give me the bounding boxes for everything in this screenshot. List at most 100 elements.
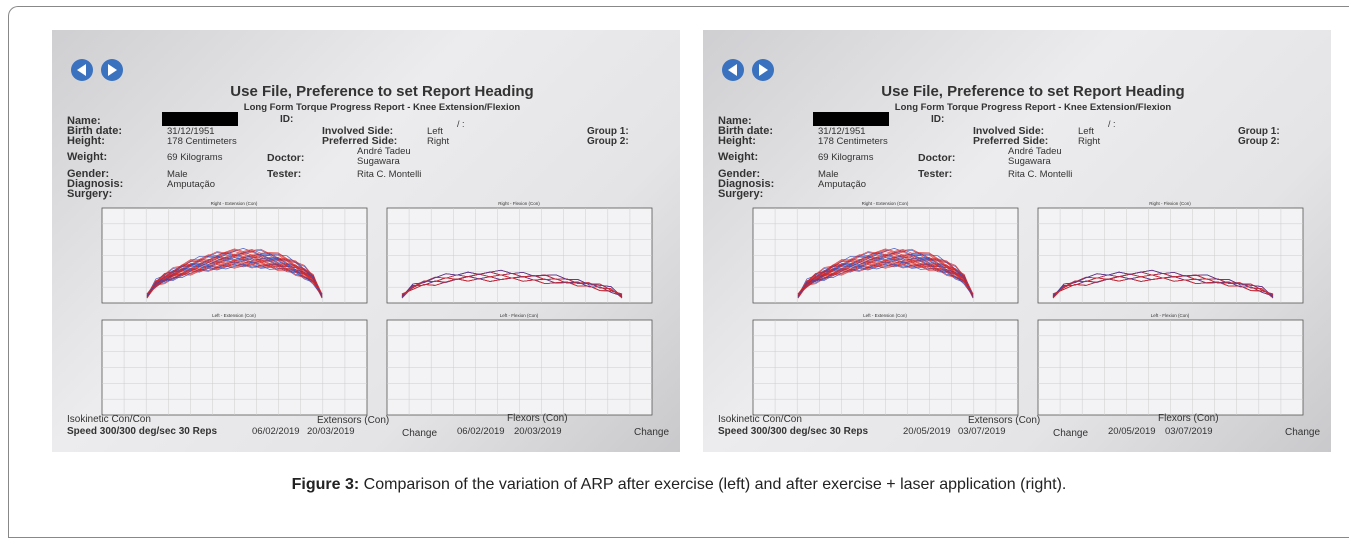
- plot-title: Right - Extension (Con): [862, 201, 909, 206]
- footer-date: 03/07/2019: [958, 426, 1006, 437]
- field-label: Group 2:: [587, 136, 629, 147]
- torque-curve: [146, 253, 323, 295]
- field-value: Male: [818, 169, 839, 180]
- field-label: Name:: [67, 115, 101, 127]
- field-label: Surgery:: [718, 188, 763, 200]
- field-value: 69 Kilograms: [818, 152, 874, 163]
- torque-curve: [146, 253, 323, 296]
- plot-title: Left - Flexion (Con): [500, 313, 539, 318]
- torque-curve: [146, 264, 323, 298]
- field-value: Amputação: [167, 179, 215, 190]
- field-value: 178 Centimeters: [167, 136, 237, 147]
- field-value: Amputação: [818, 179, 866, 190]
- field-value: Sugawara: [357, 156, 400, 167]
- plot-title: Right - Flexion (Con): [498, 201, 540, 206]
- footer-text: Isokinetic Con/Con: [67, 414, 151, 425]
- footer-text: Flexors (Con): [1158, 413, 1219, 424]
- field-value: Rita C. Montelli: [357, 169, 421, 180]
- field-value: Rita C. Montelli: [1008, 169, 1072, 180]
- report: Use File, Preference to set Report Headi…: [718, 59, 1320, 439]
- report: Use File, Preference to set Report Headi…: [67, 59, 669, 439]
- field-label: Weight:: [718, 151, 758, 163]
- field-label: Birth date:: [718, 125, 773, 137]
- field-label: Weight:: [67, 151, 107, 163]
- footer-date: 06/02/2019: [252, 426, 300, 437]
- footer-date: 03/07/2019: [1165, 426, 1213, 437]
- footer-text: Flexors (Con): [507, 413, 568, 424]
- torque-curve: [401, 277, 623, 295]
- torque-curve: [401, 269, 623, 298]
- torque-curve: [797, 248, 974, 296]
- report-heading: Use File, Preference to set Report Headi…: [881, 83, 1184, 100]
- caption: Figure 3: Comparison of the variation of…: [0, 476, 1358, 494]
- torque-curve: [797, 261, 974, 296]
- field-value: 178 Centimeters: [818, 136, 888, 147]
- field-value: Sugawara: [1008, 156, 1051, 167]
- torque-curve: [797, 248, 974, 295]
- field-label: Preferred Side:: [322, 135, 397, 147]
- footer-text: Change: [1053, 428, 1088, 439]
- field-label: / :: [1108, 119, 1116, 129]
- field-value: Left: [1078, 126, 1094, 137]
- field-label: ID:: [280, 114, 293, 125]
- plot-title: Right - Flexion (Con): [1149, 201, 1191, 206]
- footer-date: 20/03/2019: [514, 426, 562, 437]
- plot-title: Left - Flexion (Con): [1151, 313, 1190, 318]
- torque-curve: [1052, 269, 1274, 298]
- torque-curve: [797, 259, 974, 296]
- footer-text: Speed 300/300 deg/sec 30 Reps: [718, 426, 869, 437]
- report-photo: Use File, Preference to set Report Headi…: [52, 30, 680, 452]
- field-label: / :: [457, 119, 465, 129]
- arrow-icon: [77, 64, 117, 76]
- footer-date: 20/05/2019: [903, 426, 951, 437]
- caption-label: Figure 3:: [291, 476, 360, 493]
- footer-date: 06/02/2019: [457, 426, 505, 437]
- footer-date: 20/05/2019: [1108, 426, 1156, 437]
- torque-curve: [146, 263, 323, 297]
- footer-text: Extensors (Con): [968, 415, 1040, 426]
- torque-curve: [1052, 277, 1274, 295]
- field-label: Group 1:: [1238, 126, 1280, 137]
- field-label: Gender:: [718, 168, 760, 180]
- field-value: Left: [427, 126, 443, 137]
- field-label: Gender:: [67, 168, 109, 180]
- torque-curve: [146, 261, 323, 296]
- field-label: Group 2:: [1238, 136, 1280, 147]
- torque-curve: [146, 258, 323, 297]
- field-label: Involved Side:: [973, 125, 1044, 137]
- footer-text: Change: [634, 427, 669, 438]
- redaction: [813, 112, 889, 126]
- arrow-icon: [728, 64, 768, 76]
- field-label: Height:: [718, 135, 756, 147]
- field-label: Name:: [718, 115, 752, 127]
- caption-text: Comparison of the variation of ARP after…: [363, 476, 1067, 493]
- field-value: 31/12/1951: [818, 126, 866, 137]
- field-value: Right: [1078, 136, 1101, 147]
- torque-curve: [797, 263, 974, 297]
- report-subheading: Long Form Torque Progress Report - Knee …: [244, 102, 521, 113]
- field-value: André Tadeu: [357, 146, 411, 157]
- field-label: Birth date:: [67, 125, 122, 137]
- field-label: Group 1:: [587, 126, 629, 137]
- plot-title: Left - Extension (Con): [212, 313, 256, 318]
- field-value: Right: [427, 136, 450, 147]
- field-label: Doctor:: [918, 152, 955, 164]
- field-value: 69 Kilograms: [167, 152, 223, 163]
- field-label: Involved Side:: [322, 125, 393, 137]
- field-label: Preferred Side:: [973, 135, 1048, 147]
- field-value: 31/12/1951: [167, 126, 215, 137]
- field-value: Male: [167, 169, 188, 180]
- redaction: [162, 112, 238, 126]
- torque-curve: [797, 253, 974, 295]
- footer-text: Change: [402, 428, 437, 439]
- report-heading: Use File, Preference to set Report Headi…: [230, 83, 533, 100]
- field-label: Surgery:: [67, 188, 112, 200]
- torque-curve: [797, 258, 974, 297]
- field-label: Doctor:: [267, 152, 304, 164]
- field-label: Tester:: [267, 168, 301, 180]
- torque-curve: [146, 248, 323, 295]
- report-subheading: Long Form Torque Progress Report - Knee …: [895, 102, 1172, 113]
- footer-text: Isokinetic Con/Con: [718, 414, 802, 425]
- field-label: Height:: [67, 135, 105, 147]
- field-label: Diagnosis:: [67, 178, 123, 190]
